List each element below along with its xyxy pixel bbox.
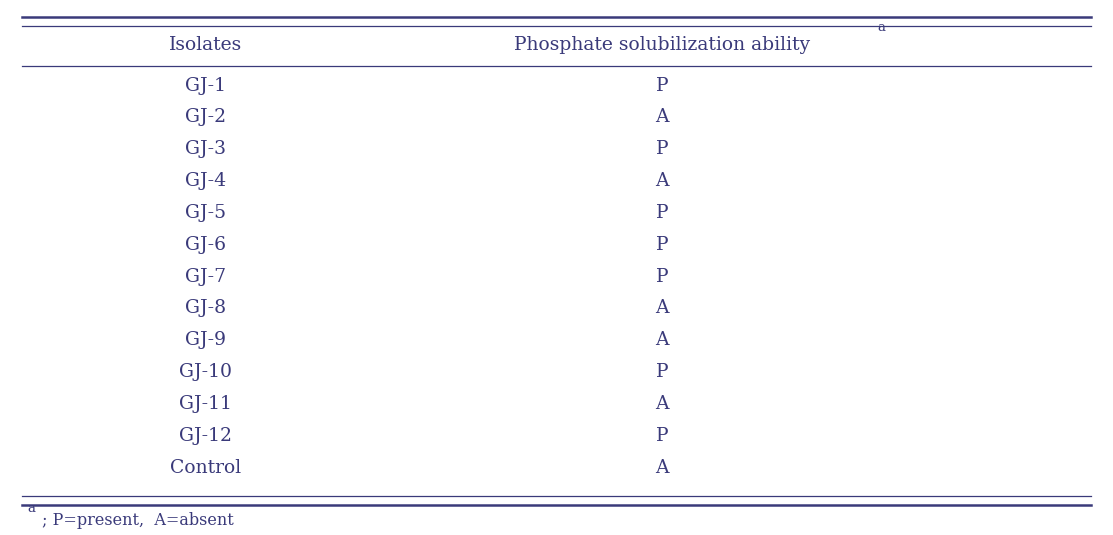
Text: P: P — [656, 204, 669, 222]
Text: Isolates: Isolates — [169, 36, 243, 55]
Text: A: A — [656, 172, 669, 190]
Text: P: P — [656, 363, 669, 381]
Text: GJ-12: GJ-12 — [179, 427, 233, 445]
Text: GJ-2: GJ-2 — [186, 109, 226, 126]
Text: P: P — [656, 236, 669, 254]
Text: A: A — [656, 109, 669, 126]
Text: P: P — [656, 427, 669, 445]
Text: ; P=present,  A=absent: ; P=present, A=absent — [42, 511, 234, 529]
Text: Control: Control — [170, 458, 242, 477]
Text: Phosphate solubilization ability: Phosphate solubilization ability — [514, 36, 810, 55]
Text: GJ-1: GJ-1 — [186, 77, 226, 95]
Text: GJ-3: GJ-3 — [186, 140, 226, 158]
Text: GJ-7: GJ-7 — [186, 268, 226, 286]
Text: GJ-8: GJ-8 — [186, 300, 226, 317]
Text: A: A — [656, 458, 669, 477]
Text: a: a — [877, 21, 885, 34]
Text: GJ-9: GJ-9 — [186, 331, 226, 349]
Text: P: P — [656, 268, 669, 286]
Text: A: A — [656, 395, 669, 413]
Text: GJ-11: GJ-11 — [179, 395, 233, 413]
Text: A: A — [656, 331, 669, 349]
Text: P: P — [656, 77, 669, 95]
Text: P: P — [656, 140, 669, 158]
Text: GJ-10: GJ-10 — [179, 363, 233, 381]
Text: GJ-5: GJ-5 — [186, 204, 226, 222]
Text: a: a — [28, 502, 36, 515]
Text: GJ-4: GJ-4 — [186, 172, 226, 190]
Text: A: A — [656, 300, 669, 317]
Text: GJ-6: GJ-6 — [186, 236, 226, 254]
